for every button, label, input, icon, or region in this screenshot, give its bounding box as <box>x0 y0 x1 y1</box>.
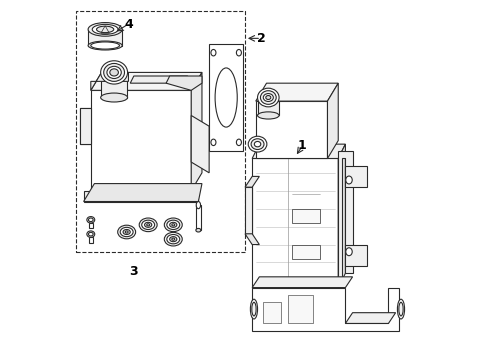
Ellipse shape <box>139 218 157 231</box>
Bar <box>292 244 320 259</box>
Ellipse shape <box>88 41 122 50</box>
Ellipse shape <box>196 228 201 232</box>
Ellipse shape <box>87 231 95 237</box>
Polygon shape <box>345 244 367 266</box>
Ellipse shape <box>100 61 127 84</box>
Polygon shape <box>91 72 202 90</box>
Ellipse shape <box>120 227 133 237</box>
Polygon shape <box>245 187 252 234</box>
Polygon shape <box>191 116 209 173</box>
Polygon shape <box>166 76 202 90</box>
Polygon shape <box>252 277 353 288</box>
Ellipse shape <box>164 232 182 246</box>
Ellipse shape <box>236 49 242 56</box>
Ellipse shape <box>211 49 216 56</box>
Ellipse shape <box>142 220 155 229</box>
Text: 4: 4 <box>124 18 133 31</box>
Ellipse shape <box>170 237 177 242</box>
Ellipse shape <box>399 302 403 316</box>
Polygon shape <box>252 288 399 330</box>
Ellipse shape <box>172 238 175 240</box>
Bar <box>292 209 320 223</box>
Ellipse shape <box>250 299 258 319</box>
Ellipse shape <box>251 139 264 149</box>
Bar <box>76 12 245 252</box>
Polygon shape <box>345 166 367 187</box>
Polygon shape <box>91 72 128 90</box>
Polygon shape <box>245 234 259 244</box>
Ellipse shape <box>110 69 119 76</box>
Ellipse shape <box>346 176 352 184</box>
Ellipse shape <box>252 302 256 316</box>
Ellipse shape <box>170 222 177 227</box>
Ellipse shape <box>258 88 279 107</box>
Ellipse shape <box>89 232 93 236</box>
Polygon shape <box>196 205 201 230</box>
Polygon shape <box>89 237 93 243</box>
Polygon shape <box>327 83 338 158</box>
Ellipse shape <box>346 248 352 256</box>
Polygon shape <box>252 144 345 158</box>
Ellipse shape <box>236 139 242 145</box>
Ellipse shape <box>107 66 122 78</box>
Bar <box>288 295 313 323</box>
Ellipse shape <box>266 95 271 99</box>
Polygon shape <box>258 101 279 116</box>
Polygon shape <box>91 90 191 191</box>
Polygon shape <box>256 101 327 158</box>
Bar <box>263 302 281 323</box>
Polygon shape <box>88 30 122 45</box>
Ellipse shape <box>167 220 180 229</box>
Polygon shape <box>191 72 202 191</box>
Ellipse shape <box>100 93 127 102</box>
Polygon shape <box>84 191 198 202</box>
Ellipse shape <box>263 94 273 102</box>
Polygon shape <box>130 76 188 83</box>
Ellipse shape <box>97 26 114 33</box>
Text: 2: 2 <box>257 32 266 45</box>
Text: 3: 3 <box>129 265 138 278</box>
Ellipse shape <box>88 23 122 36</box>
Polygon shape <box>89 223 93 228</box>
Text: 1: 1 <box>298 139 307 152</box>
Polygon shape <box>256 83 338 101</box>
Ellipse shape <box>196 202 200 209</box>
Ellipse shape <box>89 218 93 222</box>
Ellipse shape <box>145 222 152 227</box>
Ellipse shape <box>397 299 405 319</box>
Ellipse shape <box>92 24 118 35</box>
Polygon shape <box>345 313 395 323</box>
Polygon shape <box>252 158 338 288</box>
Polygon shape <box>80 108 91 144</box>
Ellipse shape <box>215 68 237 127</box>
Ellipse shape <box>147 224 149 226</box>
Ellipse shape <box>254 141 261 147</box>
Ellipse shape <box>87 217 95 223</box>
Polygon shape <box>245 176 259 187</box>
Ellipse shape <box>211 139 216 145</box>
Polygon shape <box>101 80 127 98</box>
Ellipse shape <box>172 224 175 226</box>
Ellipse shape <box>125 231 128 233</box>
Ellipse shape <box>258 112 279 119</box>
Ellipse shape <box>123 229 130 234</box>
Ellipse shape <box>104 63 124 81</box>
Ellipse shape <box>248 136 267 152</box>
Polygon shape <box>338 144 345 288</box>
Ellipse shape <box>260 91 276 104</box>
Polygon shape <box>84 184 202 202</box>
Ellipse shape <box>167 234 180 244</box>
Ellipse shape <box>164 218 182 231</box>
Polygon shape <box>209 44 243 151</box>
Ellipse shape <box>91 42 120 49</box>
Ellipse shape <box>118 225 136 239</box>
Polygon shape <box>338 151 353 280</box>
